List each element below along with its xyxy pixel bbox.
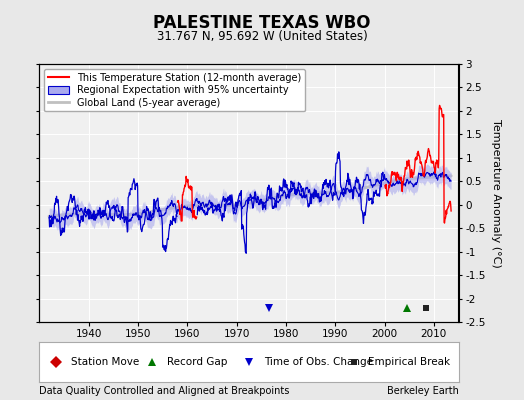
Text: Time of Obs. Change: Time of Obs. Change (264, 357, 373, 367)
Text: Data Quality Controlled and Aligned at Breakpoints: Data Quality Controlled and Aligned at B… (39, 386, 290, 396)
Text: PALESTINE TEXAS WBO: PALESTINE TEXAS WBO (153, 14, 371, 32)
Y-axis label: Temperature Anomaly (°C): Temperature Anomaly (°C) (492, 119, 501, 267)
Legend: This Temperature Station (12-month average), Regional Expectation with 95% uncer: This Temperature Station (12-month avera… (44, 69, 305, 112)
Text: Empirical Break: Empirical Break (368, 357, 451, 367)
Text: Record Gap: Record Gap (167, 357, 227, 367)
Text: Berkeley Earth: Berkeley Earth (387, 386, 458, 396)
Text: 31.767 N, 95.692 W (United States): 31.767 N, 95.692 W (United States) (157, 30, 367, 43)
Text: Station Move: Station Move (71, 357, 139, 367)
